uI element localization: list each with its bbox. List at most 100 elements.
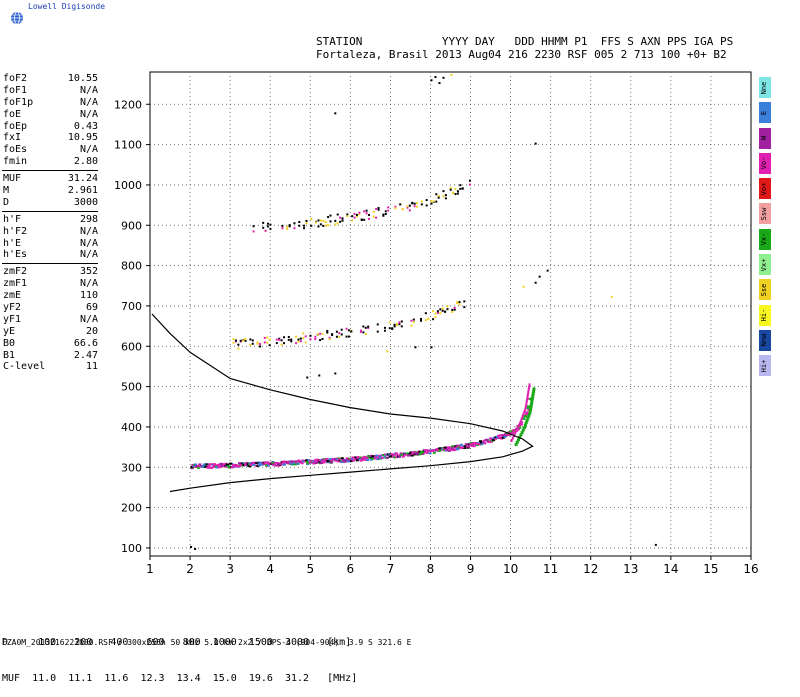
ionogram-chart: 1 2 3 4 5 6 7 8 9 10 11 12 13 14 15 1610020030040050060… (114, 71, 759, 576)
echo-mark-extra (190, 545, 193, 548)
echo-mark-2f (314, 338, 317, 341)
echo-mark-f (526, 407, 530, 410)
echo-mark-3f (281, 224, 284, 227)
echo-mark-f (250, 462, 254, 465)
params-separator (2, 210, 98, 212)
echo-mark-f (479, 441, 483, 444)
echo-mark-f (401, 454, 405, 457)
param-value: N/A (79, 225, 98, 237)
muf-table-muf-row: MUF 11.0 11.1 11.6 12.3 13.4 15.0 19.6 3… (2, 673, 358, 684)
param-label: zmF2 (3, 266, 28, 278)
params-separator (2, 263, 98, 265)
echo-mark-f (202, 464, 206, 467)
echo-mark-2f (268, 344, 271, 347)
echo-mark-3f (262, 221, 265, 224)
param-label: foF1p (3, 96, 34, 108)
echo-mark-3f (454, 188, 457, 191)
echo-mark-cusp (514, 431, 517, 435)
echo-mark-3f (269, 227, 272, 230)
param-label: h'Es (3, 249, 28, 261)
echo-mark-f (524, 415, 528, 418)
echo-mark-f (193, 463, 197, 466)
echo-mark-f (529, 397, 533, 400)
echo-mark-f (469, 442, 473, 445)
echo-mark-f (297, 459, 301, 462)
param-label: foE (3, 108, 22, 120)
echo-mark-3f (442, 195, 445, 198)
legend-label: Vx+ (760, 258, 768, 271)
echo-mark-cusp (522, 412, 525, 416)
echo-mark-f (522, 417, 526, 420)
echo-mark-f (411, 451, 415, 454)
echo-mark-f (292, 462, 296, 465)
echo-mark-2f (280, 339, 283, 342)
echo-mark-3f (435, 200, 438, 203)
echo-mark-f (260, 463, 264, 466)
echo-mark-f (482, 439, 486, 442)
echo-mark-f (448, 448, 452, 451)
echo-mark-2f (249, 343, 252, 346)
echo-mark-f (508, 430, 512, 433)
param-value: N/A (79, 108, 98, 120)
echo-mark-f (224, 465, 228, 468)
echo-mark-2f (456, 301, 459, 304)
echo-mark-f (334, 459, 338, 462)
echo-mark-f (386, 453, 390, 456)
echo-mark-f (340, 457, 344, 460)
legend-swatch: Nnw (759, 329, 771, 351)
echo-mark-f (294, 460, 298, 463)
echo-mark-3f (406, 206, 409, 209)
echo-mark-f (289, 460, 293, 463)
echo-mark-cusp (520, 417, 523, 421)
echo-mark-3f (399, 203, 402, 206)
echo-mark-2f (451, 310, 454, 313)
echo-mark-f (217, 463, 221, 466)
param-value: 10.95 (67, 132, 98, 144)
echo-mark-extra (450, 74, 453, 77)
echo-mark-f (418, 453, 422, 456)
x-tick-label: 16 (743, 562, 758, 576)
y-tick-label: 400 (121, 421, 142, 434)
echo-mark-f (329, 459, 333, 462)
echo-mark-2f (350, 330, 353, 333)
echo-mark-3f (305, 219, 308, 222)
echo-mark-cusp (510, 439, 513, 443)
echo-mark-f (475, 443, 479, 446)
echo-mark-cusp (522, 426, 526, 430)
echo-mark-f (264, 461, 268, 464)
echo-mark-2f (283, 336, 286, 339)
echo-mark-2f (364, 326, 367, 329)
echo-mark-3f (413, 202, 416, 205)
echo-mark-f (286, 460, 290, 463)
echo-mark-3f (298, 224, 301, 227)
echo-mark-3f (408, 209, 411, 212)
param-value: 31.24 (67, 173, 98, 185)
legend-swatch: Hi- (759, 304, 771, 326)
echo-mark-2f (410, 319, 413, 322)
echo-mark-f (208, 463, 212, 466)
echo-mark-extra (414, 346, 417, 349)
echo-mark-f (399, 452, 403, 455)
echo-mark-f (451, 449, 455, 452)
param-row: MUF 31.24 (2, 173, 98, 185)
echo-mark-extra (610, 295, 613, 298)
echo-mark-extra (534, 142, 537, 145)
echo-mark-f (473, 441, 477, 444)
echo-mark-3f (449, 187, 452, 190)
echo-mark-3f (319, 219, 322, 222)
echo-mark-3f (310, 224, 313, 227)
echo-mark-f (417, 452, 421, 455)
echo-mark-3f (355, 213, 358, 216)
echo-mark-f (275, 464, 279, 467)
echo-mark-2f (251, 342, 254, 345)
legend-label: Hi+ (760, 359, 768, 373)
echo-mark-3f (456, 192, 459, 195)
echo-mark-f (390, 453, 394, 456)
echo-mark-3f (310, 218, 313, 221)
legend-label: Nne (760, 81, 768, 94)
param-row: zmE 110 (2, 290, 98, 302)
param-value: N/A (79, 313, 98, 325)
echo-mark-2f (340, 333, 343, 336)
echo-mark-2f (321, 338, 324, 341)
echo-mark-2f (364, 333, 367, 336)
